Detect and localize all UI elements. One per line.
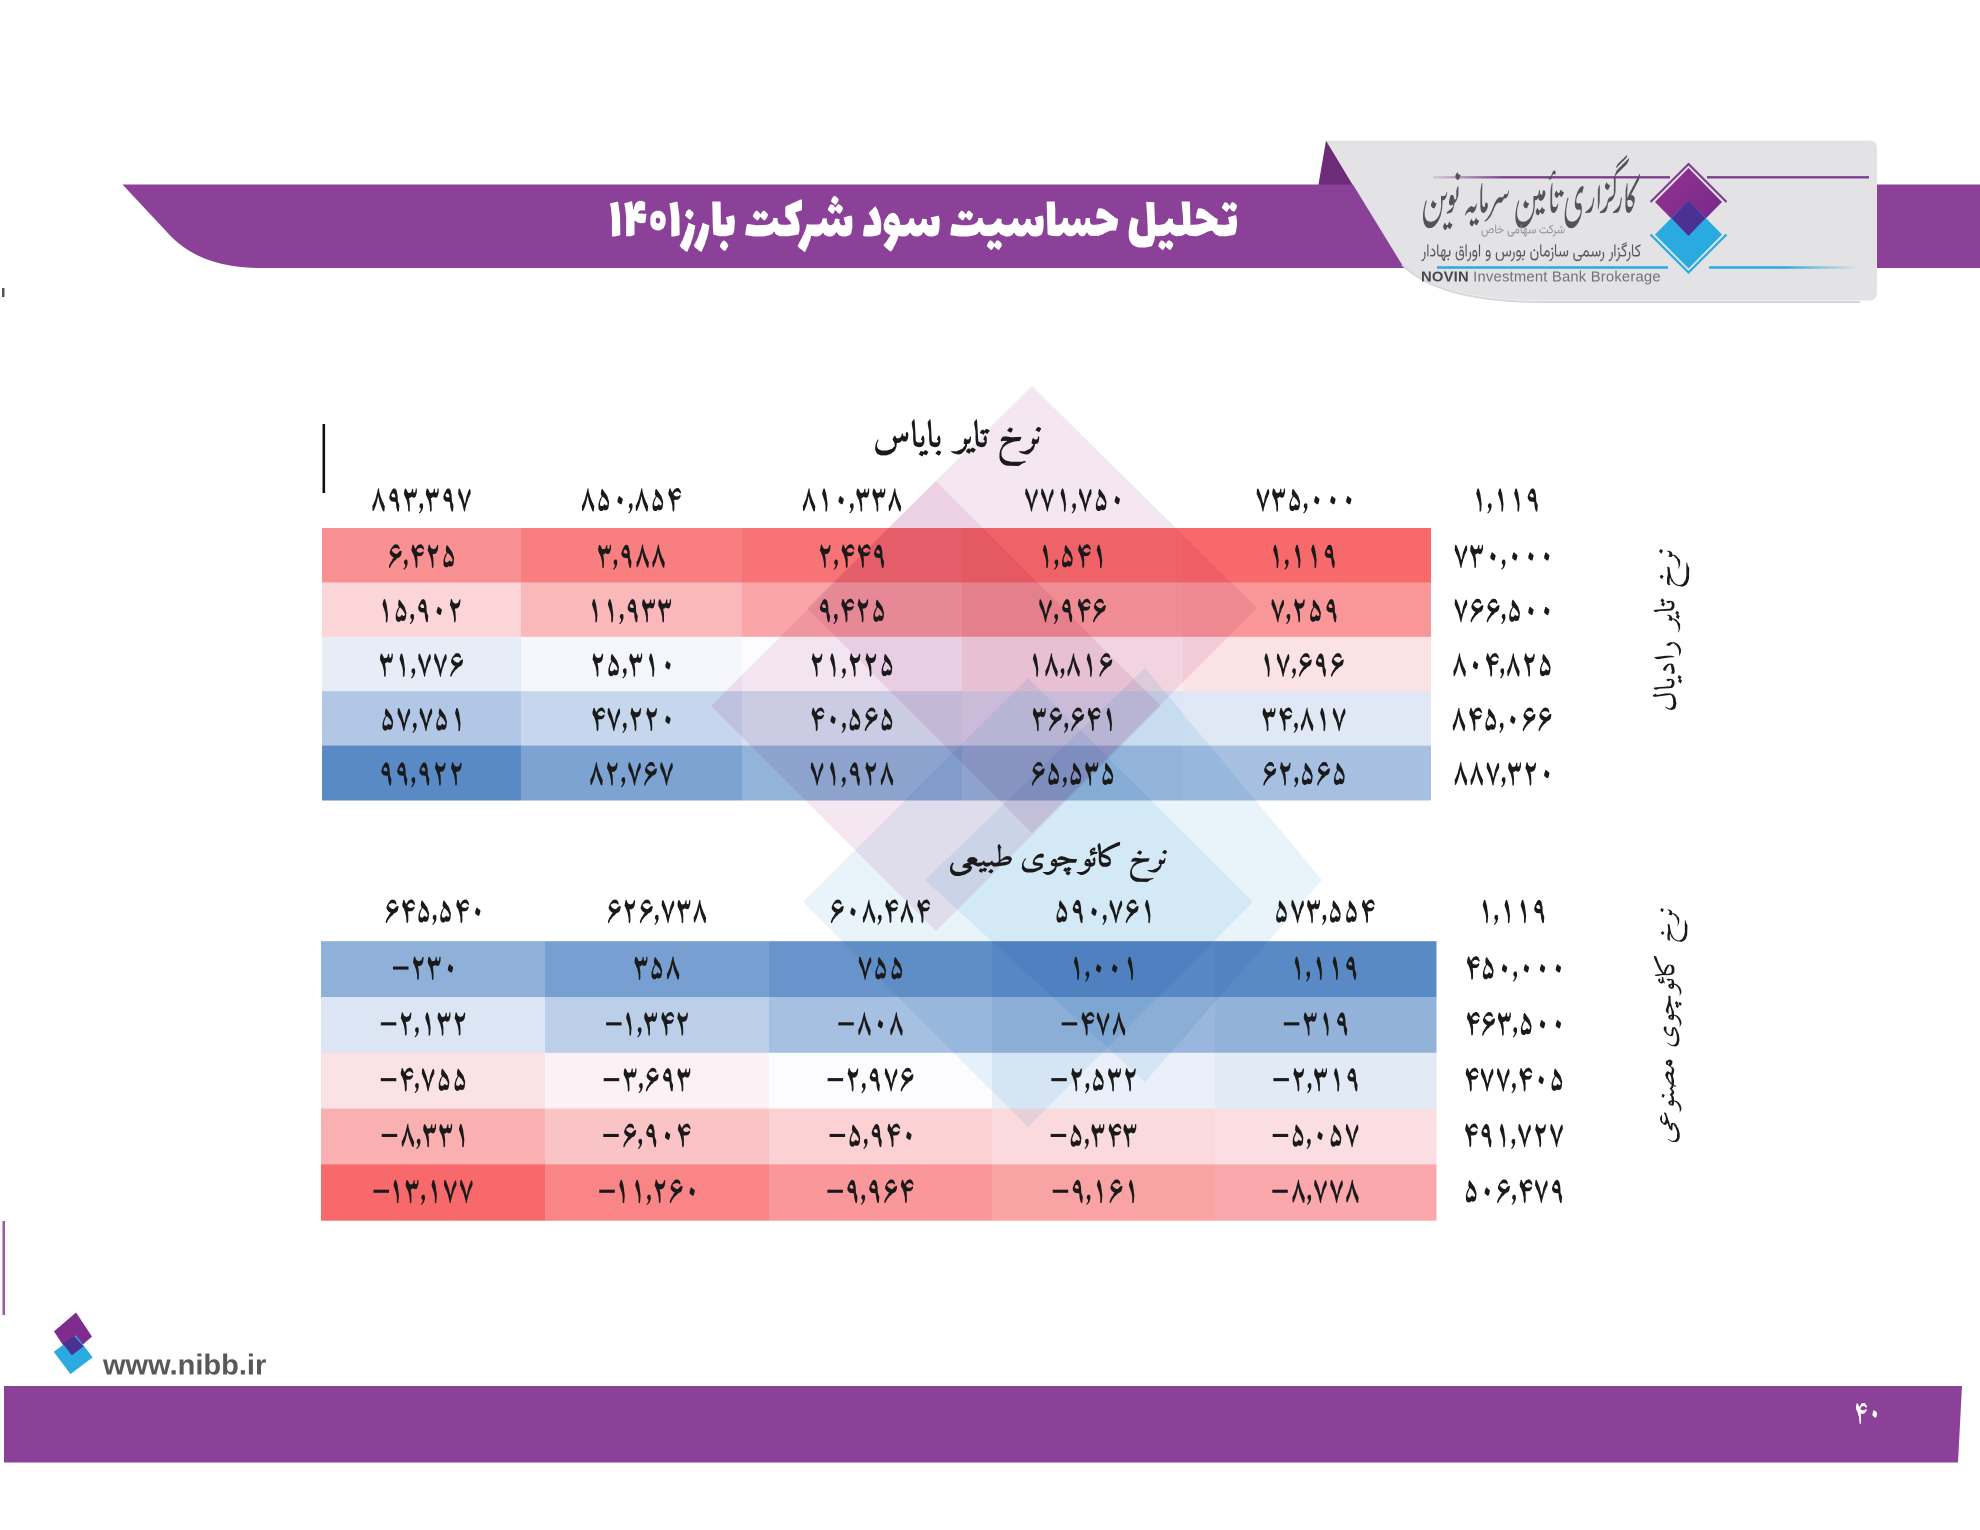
svg-text:www.nibb.ir: www.nibb.ir	[102, 1350, 266, 1382]
svg-text:NOVIN Investment Bank Brokerag: NOVIN Investment Bank Brokerage	[1421, 270, 1661, 286]
